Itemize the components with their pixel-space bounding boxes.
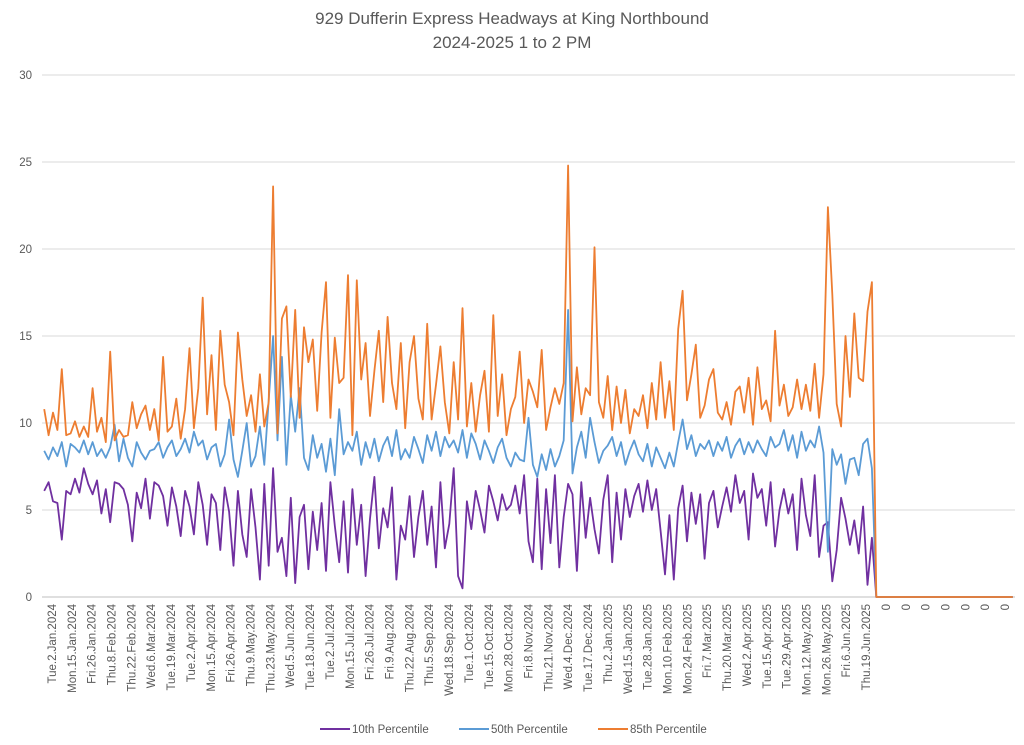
x-tick-label: 0 — [960, 604, 972, 610]
x-tick-label: Tue.18.Jun.2024 — [305, 603, 317, 689]
x-tick-label: Thu.9.May.2024 — [246, 603, 258, 686]
x-tick-label: Mon.15.Jan.2024 — [67, 603, 79, 692]
x-tick-label: Mon.28.Oct.2024 — [504, 603, 516, 692]
gridlines — [42, 74, 1015, 598]
x-tick-label: Wed.18.Sep.2024 — [444, 603, 456, 695]
x-tick-label: Thu.22.Aug.2024 — [404, 603, 416, 692]
x-tick-label: Thu.20.Mar.2025 — [722, 604, 734, 691]
x-tick-label: Thu.5.Sep.2024 — [424, 603, 436, 685]
x-tick-label: Mon.24.Feb.2025 — [682, 604, 694, 694]
x-axis: Tue.2.Jan.2024 Mon.15.Jan.2024 Fri.26.Jan.… — [47, 603, 1012, 695]
x-tick-label: Wed.6.Mar.2024 — [146, 603, 158, 688]
legend: 10th Percentile 50th Percentile 85th Perce… — [320, 724, 707, 736]
x-tick-label: Mon.15.Jul.2024 — [345, 603, 357, 689]
x-tick-label: 0 — [941, 604, 953, 610]
legend-label: 85th Percentile — [630, 724, 707, 736]
x-tick-label: Thu.8.Feb.2024 — [107, 603, 119, 685]
x-tick-label: Tue.1.Oct.2024 — [464, 603, 476, 682]
x-tick-label: Tue.15.Oct.2024 — [484, 603, 496, 689]
x-tick-label: Mon.26.May.2025 — [821, 604, 833, 695]
y-axis: 0 5 10 15 20 25 30 — [19, 70, 32, 604]
x-tick-label: 0 — [980, 604, 992, 610]
y-tick-label: 20 — [19, 244, 32, 256]
x-tick-label: Fri.26.Jan.2024 — [87, 603, 99, 684]
series-line-85th-percentile — [43, 164, 1013, 598]
x-tick-label: Tue.15.Apr.2025 — [762, 604, 774, 689]
x-tick-label: 0 — [1000, 604, 1012, 610]
x-tick-label: Fri.8.Nov.2024 — [524, 603, 536, 678]
x-tick-label: Thu.19.Jun.2025 — [861, 604, 873, 690]
chart-subtitle: 2024-2025 1 to 2 PM — [433, 33, 592, 52]
x-tick-label: Thu.2.Jan.2025 — [603, 604, 615, 684]
x-tick-label: Tue.2.Jan.2024 — [47, 603, 59, 683]
x-tick-label: Wed.5.Jun.2024 — [285, 603, 297, 687]
x-tick-label: Tue.2.Jul.2024 — [325, 603, 337, 679]
y-tick-label: 15 — [19, 331, 32, 343]
x-tick-label: Wed.2.Apr.2025 — [742, 604, 754, 686]
x-tick-label: Thu.23.May.2024 — [265, 603, 277, 692]
x-tick-label: Fri.7.Mar.2025 — [702, 604, 714, 678]
x-tick-label: Wed.15.Jan.2025 — [623, 604, 635, 694]
y-tick-label: 0 — [26, 592, 32, 604]
series-line-10th-percentile — [43, 467, 1013, 598]
y-tick-label: 5 — [26, 505, 32, 517]
x-tick-label: Wed.4.Dec.2024 — [563, 603, 575, 689]
series-lines — [43, 164, 1013, 598]
x-tick-label: Thu.21.Nov.2024 — [543, 603, 555, 691]
y-tick-label: 10 — [19, 418, 32, 430]
x-tick-label: 0 — [901, 604, 913, 610]
x-tick-label: Tue.17.Dec.2024 — [583, 603, 595, 691]
legend-label: 50th Percentile — [491, 724, 568, 736]
x-tick-label: Thu.22.Feb.2024 — [126, 603, 138, 691]
x-tick-label: Mon.12.May.2025 — [802, 604, 814, 695]
x-tick-label: Fri.6.Jun.2025 — [841, 604, 853, 678]
x-tick-label: Mon.15.Apr.2024 — [206, 603, 218, 691]
y-tick-label: 30 — [19, 70, 32, 82]
x-tick-label: Tue.29.Apr.2025 — [782, 604, 794, 689]
x-tick-label: Fri.26.Apr.2024 — [226, 603, 238, 682]
chart-title: 929 Dufferin Express Headways at King No… — [315, 9, 709, 28]
x-tick-label: Tue.19.Mar.2024 — [166, 603, 178, 690]
x-tick-label: Fri.9.Aug.2024 — [385, 603, 397, 679]
y-tick-label: 25 — [19, 157, 32, 169]
x-tick-label: 0 — [921, 604, 933, 610]
x-tick-label: Tue.2.Apr.2024 — [186, 603, 198, 682]
x-tick-label: Mon.10.Feb.2025 — [663, 604, 675, 694]
x-tick-label: 0 — [881, 604, 893, 610]
legend-label: 10th Percentile — [352, 724, 429, 736]
x-tick-label: Tue.28.Jan.2025 — [643, 604, 655, 690]
series-line-50th-percentile — [43, 309, 1013, 598]
x-tick-label: Fri.26.Jul.2024 — [365, 603, 377, 680]
